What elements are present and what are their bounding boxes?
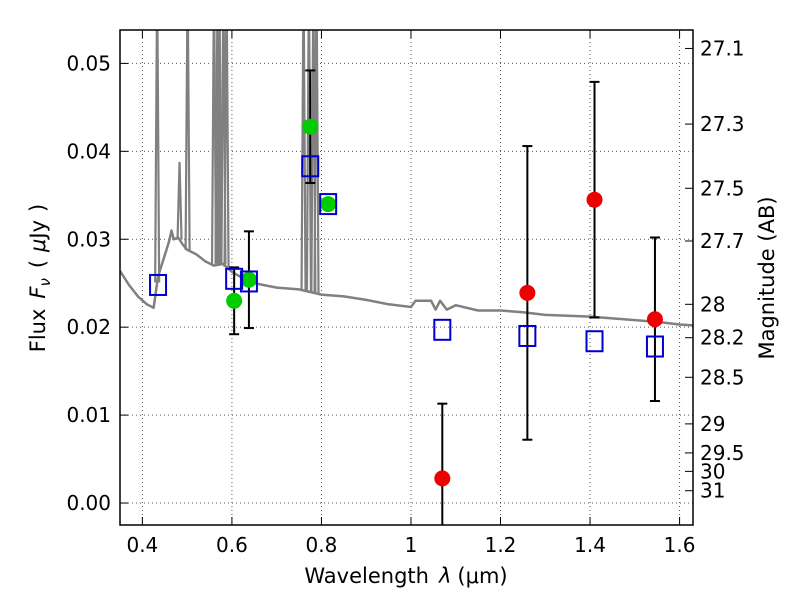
y-tick-label: 0.03 bbox=[66, 227, 111, 251]
y-tick-label: 0.00 bbox=[66, 491, 111, 515]
y2-tick-label: 28 bbox=[700, 292, 725, 316]
y-axis-label: Flux Fν ( μJy) bbox=[26, 204, 54, 353]
model-band-point bbox=[225, 267, 244, 290]
y2-tick-label: 27.3 bbox=[700, 112, 745, 136]
y-axis-label-open: ( bbox=[26, 260, 50, 268]
model-band-point bbox=[518, 324, 537, 347]
optical-data-point bbox=[302, 118, 319, 135]
x-axis-label: Wavelength λ (μm) bbox=[304, 564, 507, 588]
emission-line-spike bbox=[154, 30, 161, 283]
plot-area bbox=[120, 30, 693, 525]
x-tick-label: 0.8 bbox=[306, 533, 338, 557]
model-spectrum-line bbox=[120, 229, 693, 327]
model-band-point bbox=[645, 335, 664, 358]
y2-tick-label: 27.7 bbox=[700, 229, 745, 253]
optical-data-point bbox=[320, 196, 337, 213]
infrared-data-point bbox=[646, 311, 663, 328]
y-tick-label: 0.01 bbox=[66, 403, 111, 427]
plot-frame bbox=[119, 29, 694, 526]
x-tick-label: 1 bbox=[405, 533, 418, 557]
x-tick-label: 1.6 bbox=[664, 533, 696, 557]
x-axis-label-symbol: λ bbox=[438, 564, 451, 588]
y2-tick-label: 30 bbox=[700, 459, 725, 483]
grid bbox=[120, 30, 693, 525]
y-axis-label-word: Flux bbox=[26, 309, 50, 353]
ticks: 0.4 0.6 0.8 1 1.2 1.4 1.6 0.00 0.01 0.02 0.03 0.04 0… bbox=[66, 30, 745, 557]
emission-line-spike bbox=[184, 30, 191, 251]
y2-axis-label: Magnitude (AB) bbox=[755, 196, 779, 359]
y2-tick-label: 27.1 bbox=[700, 36, 745, 60]
emission-line-spike bbox=[305, 30, 313, 292]
emission-line-spike bbox=[223, 30, 230, 268]
y-axis-label-unit: Jy bbox=[26, 220, 50, 241]
x-tick-label: 1.2 bbox=[485, 533, 517, 557]
model-band-point bbox=[149, 273, 168, 296]
y2-tick-label: 28.2 bbox=[700, 326, 745, 350]
model-band-point bbox=[301, 155, 320, 178]
emission-line-spike bbox=[313, 30, 320, 294]
y-axis-label-close: ) bbox=[26, 204, 50, 212]
emission-line-spike bbox=[176, 161, 183, 240]
x-tick-label: 0.6 bbox=[216, 533, 248, 557]
y2-tick-label: 29.5 bbox=[700, 441, 745, 465]
optical-data-point bbox=[226, 292, 243, 309]
x-axis-label-unit: (μm) bbox=[457, 564, 507, 588]
y-axis-label-subscript: ν bbox=[36, 278, 54, 286]
infrared-data-point bbox=[434, 470, 451, 487]
y-tick-label: 0.02 bbox=[66, 315, 111, 339]
y2-tick-label: 28.5 bbox=[700, 365, 745, 389]
x-tick-label: 1.4 bbox=[574, 533, 606, 557]
emission-line-spike bbox=[300, 30, 307, 291]
y-tick-label: 0.04 bbox=[66, 139, 111, 163]
y2-tick-label: 31 bbox=[700, 479, 725, 503]
infrared-data-point bbox=[586, 191, 603, 208]
model-band-point bbox=[319, 193, 338, 216]
y-axis-label-symbol: F bbox=[26, 286, 50, 299]
infrared-data-point bbox=[519, 284, 536, 301]
model-band-point bbox=[585, 330, 604, 353]
y2-tick-label: 27.5 bbox=[700, 176, 745, 200]
x-axis-label-word: Wavelength bbox=[304, 564, 429, 588]
y2-tick-label: 29 bbox=[700, 412, 725, 436]
model-band-point bbox=[239, 270, 258, 293]
emission-line-spike bbox=[216, 30, 223, 265]
x-tick-label: 0.4 bbox=[126, 533, 158, 557]
y-axis-label-mu: μ bbox=[26, 239, 50, 253]
y-tick-label: 0.05 bbox=[66, 51, 111, 75]
optical-data-point bbox=[240, 271, 257, 288]
model-band-point bbox=[433, 318, 452, 341]
